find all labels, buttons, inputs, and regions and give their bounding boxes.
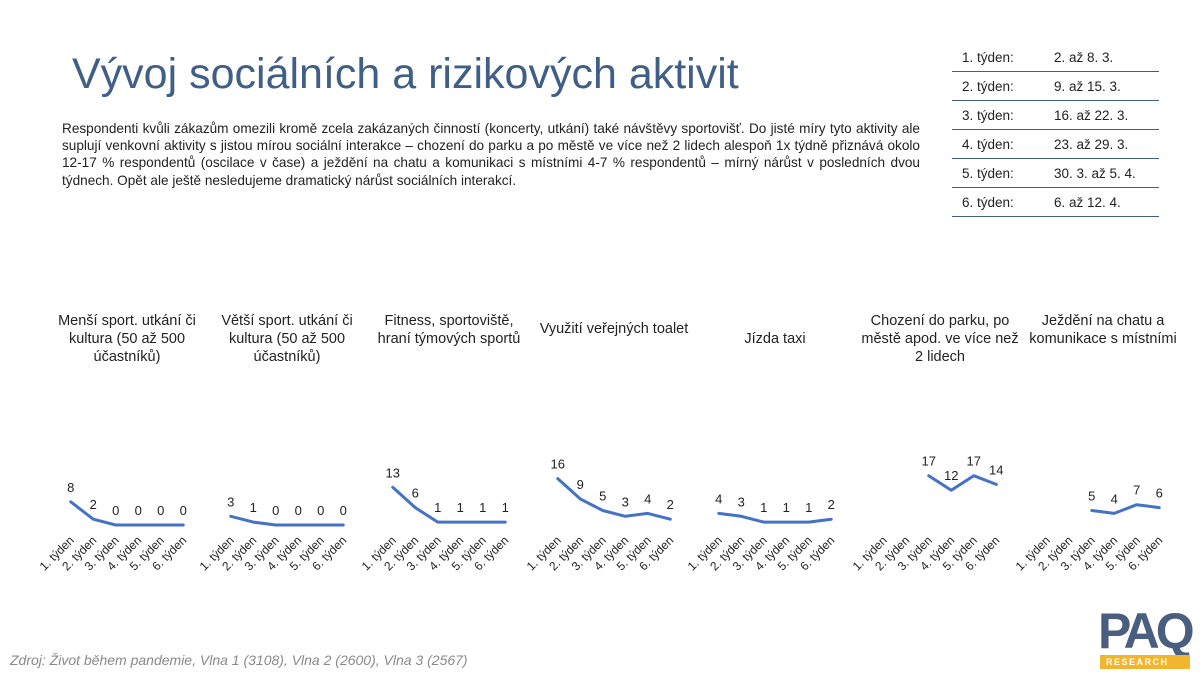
paq-research-logo: PAQ RESEARCH (1098, 603, 1195, 669)
week-label: 5. týden: (952, 158, 1044, 188)
series-line (229, 514, 345, 527)
week-dates: 30. 3. až 5. 4. (1044, 158, 1159, 188)
data-label: 0 (317, 503, 324, 518)
data-label: 2 (828, 497, 835, 512)
data-label: 5 (599, 489, 606, 504)
data-label: 1 (805, 500, 812, 515)
series-line (1090, 503, 1161, 515)
week-dates: 2. až 8. 3. (1044, 43, 1159, 72)
data-label: 9 (577, 477, 584, 492)
data-label: 6 (412, 486, 419, 501)
chart-title: Ježdění na chatu a komunikace s místními (1029, 313, 1177, 347)
data-label: 5 (1088, 489, 1095, 504)
series-line (69, 500, 185, 527)
data-label: 4 (644, 491, 651, 506)
data-label: 13 (386, 465, 400, 480)
data-label: 3 (738, 494, 745, 509)
weeks-table-row: 2. týden: 9. až 15. 3. (952, 71, 1159, 101)
chart-title: Fitness, sportoviště, hraní týmových spo… (377, 313, 521, 347)
data-label: 1 (434, 500, 441, 515)
data-label: 2 (667, 497, 674, 512)
logo-subtext: RESEARCH (1106, 657, 1169, 667)
series-line (927, 474, 998, 492)
data-label: 1 (783, 500, 790, 515)
data-label: 0 (157, 503, 164, 518)
data-label: 17 (967, 454, 981, 469)
data-label: 1 (457, 500, 464, 515)
data-label: 0 (272, 503, 279, 518)
weeks-table: 1. týden: 2. až 8. 3. 2. týden: 9. až 15. 3… (952, 43, 1159, 217)
data-label: 0 (295, 503, 302, 518)
week-label: 1. týden: (952, 43, 1044, 72)
weeks-table-row: 1. týden: 2. až 8. 3. (952, 43, 1159, 72)
series-line (556, 477, 672, 521)
week-dates: 23. až 29. 3. (1044, 129, 1159, 159)
data-label: 8 (67, 480, 74, 495)
data-label: 3 (622, 494, 629, 509)
data-label: 0 (135, 503, 142, 518)
data-label: 3 (227, 494, 234, 509)
weeks-table-row: 6. týden: 6. až 12. 4. (952, 187, 1159, 217)
data-label: 14 (989, 462, 1003, 477)
data-label: 17 (922, 454, 936, 469)
data-label: 12 (944, 468, 958, 483)
data-label: 1 (250, 500, 257, 515)
week-label: 2. týden: (952, 71, 1044, 101)
data-label: 2 (90, 497, 97, 512)
data-label: 0 (180, 503, 187, 518)
data-label: 0 (340, 503, 347, 518)
data-label: 0 (112, 503, 119, 518)
source-note: Zdroj: Život během pandemie, Vlna 1 (310… (10, 652, 468, 668)
data-label: 1 (502, 500, 509, 515)
week-label: 4. týden: (952, 129, 1044, 159)
data-label: 16 (551, 457, 565, 472)
week-dates: 16. až 22. 3. (1044, 100, 1159, 130)
data-label: 1 (760, 500, 767, 515)
chart-title: Jízda taxi (744, 331, 806, 347)
chart-title: Menší sport. utkání či kultura (50 až 50… (58, 313, 196, 365)
series-line (391, 485, 507, 524)
weeks-table-row: 3. týden: 16. až 22. 3. (952, 100, 1159, 130)
chart-title: Chození do parku, po městě apod. ve více… (861, 313, 1019, 365)
data-label: 7 (1133, 483, 1140, 498)
data-label: 6 (1156, 486, 1163, 501)
weeks-table-row: 5. týden: 30. 3. až 5. 4. (952, 158, 1159, 188)
weeks-table-row: 4. týden: 23. až 29. 3. (952, 129, 1159, 159)
chart-title: Větší sport. utkání či kultura (50 až 50… (221, 313, 353, 365)
week-dates: 6. až 12. 4. (1044, 187, 1159, 217)
logo-bar (1100, 655, 1190, 669)
data-label: 4 (1111, 491, 1118, 506)
chart-title: Využití veřejných toalet (539, 321, 689, 337)
logo-text: PAQ (1098, 603, 1195, 659)
description-text: Respondenti kvůli zákazům omezili kromě … (62, 121, 920, 188)
page-title: Vývoj sociálních a rizikových aktivit (72, 50, 739, 98)
data-label: 4 (715, 491, 722, 506)
week-label: 3. týden: (952, 100, 1044, 130)
week-dates: 9. až 15. 3. (1044, 71, 1159, 101)
week-label: 6. týden: (952, 187, 1044, 217)
series-line (717, 511, 833, 524)
data-label: 1 (479, 500, 486, 515)
